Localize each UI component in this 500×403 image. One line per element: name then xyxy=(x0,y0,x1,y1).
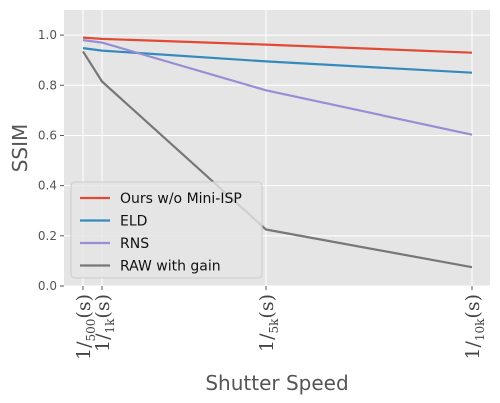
x-tick-label-base: 1/ xyxy=(92,333,114,352)
y-tick-label: 1.0 xyxy=(38,28,57,42)
legend-label: Ours w/o Mini-ISP xyxy=(120,191,242,207)
x-tick-label: 1/500(s) xyxy=(73,294,98,360)
y-axis-ticks: 0.0 0.2 0.4 0.6 0.8 1.0 xyxy=(38,28,64,293)
x-tick-label-unit: (s) xyxy=(256,294,278,319)
x-tick-label: 1/1k(s) xyxy=(92,294,117,352)
x-axis-ticks: 1/500(s)1/1k(s)1/5k(s)1/10k(s) xyxy=(73,286,487,360)
x-tick-label-base: 1/ xyxy=(73,341,95,360)
x-tick-label-unit: (s) xyxy=(73,294,95,319)
series-line-1 xyxy=(82,47,473,74)
x-tick-label-base: 1/ xyxy=(256,333,278,352)
series-line-2 xyxy=(82,39,473,136)
y-tick-label: 0.0 xyxy=(38,279,57,293)
x-tick-label: 1/5k(s) xyxy=(256,294,281,352)
x-tick-label-unit: (s) xyxy=(92,294,114,319)
x-tick-label-base: 1/ xyxy=(462,341,484,360)
svg-text:1/5k(s): 1/5k(s) xyxy=(256,294,281,352)
legend-label: ELD xyxy=(120,214,147,230)
series-line-0 xyxy=(82,36,473,54)
legend-box xyxy=(70,181,263,279)
series-line-3 xyxy=(82,50,473,269)
svg-text:1/1k(s): 1/1k(s) xyxy=(92,294,117,352)
y-tick-label: 0.4 xyxy=(38,179,57,193)
y-tick-label: 0.6 xyxy=(38,128,57,142)
legend-label: RAW with gain xyxy=(120,259,221,275)
y-axis-label: SSIM xyxy=(8,124,32,173)
x-tick-label-sub: 500 xyxy=(84,319,98,342)
svg-text:1/500(s): 1/500(s) xyxy=(73,294,98,360)
x-tick-label-sub: 10k xyxy=(473,318,487,341)
y-tick-label: 0.2 xyxy=(38,229,57,243)
legend-label: RNS xyxy=(120,236,149,252)
x-tick-label-sub: 1k xyxy=(103,318,117,334)
x-axis-label: Shutter Speed xyxy=(205,371,348,395)
series-lines xyxy=(82,36,473,269)
legend: Ours w/o Mini-ISP ELD RNS RAW with gain xyxy=(70,181,263,279)
y-tick-label: 0.8 xyxy=(38,78,57,92)
x-tick-label-unit: (s) xyxy=(462,294,484,319)
svg-text:1/10k(s): 1/10k(s) xyxy=(462,294,487,360)
x-tick-label-sub: 5k xyxy=(267,318,281,334)
x-tick-label: 1/10k(s) xyxy=(462,294,487,360)
